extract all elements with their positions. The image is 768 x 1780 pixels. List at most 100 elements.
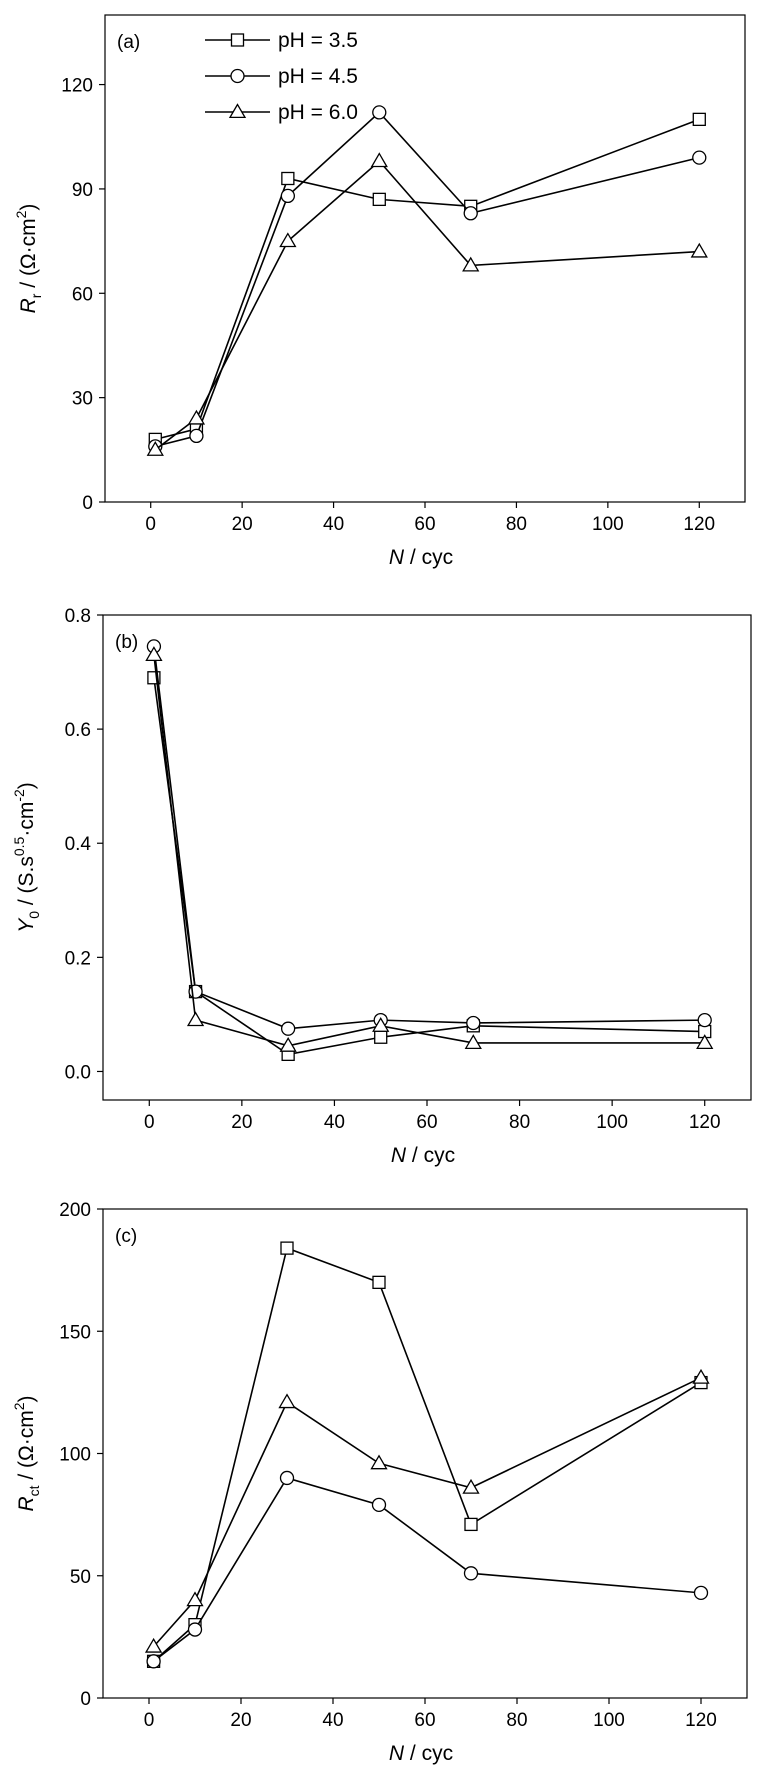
series-triangle bbox=[146, 152, 708, 456]
x-axis-label: N / cyc bbox=[389, 546, 453, 569]
x-tick-label: 120 bbox=[685, 1710, 717, 1731]
series-line bbox=[153, 1477, 702, 1662]
data-point bbox=[462, 1478, 480, 1494]
data-point bbox=[692, 150, 707, 165]
x-tick-label: 80 bbox=[506, 1710, 527, 1731]
y-tick-label: 0.0 bbox=[65, 1062, 91, 1083]
panel-b: 0 20 40 60 80 100 120 0.0 0.2 0.4 0.6 0.8 (b) N / cyc… bbox=[11, 606, 752, 1167]
x-tick-label: 0 bbox=[144, 1710, 155, 1731]
data-point bbox=[279, 1037, 297, 1052]
x-tick-label: 20 bbox=[230, 1710, 251, 1731]
y-axis-label: Y0 / (S.s0.5·cm-2) bbox=[11, 782, 42, 933]
x-tick-label: 120 bbox=[683, 514, 715, 535]
y-tick-label: 60 bbox=[72, 284, 93, 305]
data-point bbox=[146, 441, 164, 456]
series-square bbox=[147, 671, 712, 1062]
series-triangle bbox=[145, 646, 714, 1052]
x-tick-label: 100 bbox=[592, 514, 624, 535]
x-tick-label: 40 bbox=[322, 1710, 343, 1731]
data-point bbox=[186, 1011, 205, 1027]
series-circle bbox=[148, 105, 707, 454]
x-tick-label: 60 bbox=[414, 1710, 435, 1731]
data-point bbox=[187, 409, 206, 425]
x-axis-label: N / cyc bbox=[389, 1742, 453, 1765]
data-point bbox=[374, 1030, 388, 1044]
panel-c: 0 20 40 60 80 100 120 0 50 100 150 200 (c) N / cyc Rct… bbox=[11, 1200, 748, 1765]
panel-label: (a) bbox=[117, 32, 140, 53]
data-point bbox=[372, 192, 386, 207]
x-tick-label: 40 bbox=[323, 514, 344, 535]
legend-label: pH = 3.5 bbox=[278, 29, 358, 52]
data-point bbox=[692, 1368, 710, 1384]
data-point bbox=[463, 1566, 479, 1581]
series-line bbox=[153, 654, 705, 1047]
x-tick-label: 80 bbox=[509, 1112, 530, 1133]
series-line bbox=[155, 118, 700, 441]
x-tick-label: 40 bbox=[324, 1112, 345, 1133]
data-point bbox=[371, 1497, 387, 1512]
y-tick-label: 50 bbox=[70, 1567, 91, 1588]
data-point bbox=[280, 1021, 296, 1036]
data-point bbox=[279, 232, 297, 248]
y-tick-label: 120 bbox=[61, 76, 93, 97]
series-line bbox=[153, 1376, 702, 1648]
data-point bbox=[279, 1470, 295, 1486]
y-tick-label: 150 bbox=[59, 1322, 91, 1343]
series-line bbox=[154, 159, 700, 451]
series-square bbox=[148, 112, 706, 447]
plot-frame bbox=[102, 614, 752, 1101]
x-tick-label: 20 bbox=[231, 1112, 252, 1133]
legend-label: pH = 6.0 bbox=[278, 101, 358, 124]
x-tick-label: 0 bbox=[145, 514, 156, 535]
data-point bbox=[278, 1393, 296, 1409]
data-point bbox=[466, 1015, 481, 1031]
x-tick-label: 60 bbox=[416, 1112, 437, 1133]
data-point bbox=[692, 112, 706, 127]
legend-marker bbox=[230, 33, 245, 47]
y-tick-label: 30 bbox=[72, 389, 93, 410]
series-line bbox=[153, 677, 705, 1056]
series-square bbox=[146, 1241, 708, 1668]
data-point bbox=[464, 1517, 478, 1532]
data-point bbox=[280, 188, 296, 204]
data-point bbox=[697, 1012, 712, 1028]
series-circle bbox=[146, 1470, 709, 1669]
series-line bbox=[155, 111, 700, 448]
panel-label: (c) bbox=[115, 1226, 137, 1247]
data-point bbox=[186, 1591, 204, 1607]
y-axis-label: Rct / (Ω·cm2) bbox=[11, 1395, 42, 1511]
y-tick-label: 0 bbox=[80, 1689, 91, 1710]
x-tick-label: 80 bbox=[506, 514, 527, 535]
legend-marker bbox=[228, 103, 247, 119]
x-tick-label: 120 bbox=[689, 1112, 721, 1133]
data-point bbox=[189, 428, 204, 444]
y-tick-label: 90 bbox=[72, 180, 93, 201]
legend: pH = 3.5 pH = 4.5 pH = 6.0 bbox=[205, 29, 358, 124]
x-tick-label: 0 bbox=[144, 1112, 155, 1133]
x-tick-label: 20 bbox=[232, 514, 253, 535]
y-tick-label: 0.4 bbox=[65, 834, 92, 855]
y-tick-label: 0.2 bbox=[65, 948, 91, 969]
data-point bbox=[372, 105, 387, 120]
data-point bbox=[370, 152, 388, 168]
data-point bbox=[372, 1275, 386, 1289]
data-point bbox=[144, 1637, 163, 1653]
y-tick-label: 200 bbox=[59, 1200, 91, 1221]
x-tick-label: 60 bbox=[414, 514, 435, 535]
series-circle bbox=[146, 639, 712, 1036]
data-point bbox=[281, 171, 295, 186]
data-point bbox=[146, 1654, 161, 1669]
data-point bbox=[145, 646, 163, 661]
legend-marker bbox=[230, 68, 245, 84]
data-point bbox=[372, 1017, 390, 1032]
x-axis-label: N / cyc bbox=[391, 1144, 455, 1167]
data-point bbox=[693, 1585, 709, 1601]
data-point bbox=[696, 1034, 714, 1049]
x-tick-label: 100 bbox=[596, 1112, 628, 1133]
y-axis-label: Rr / (Ω·cm2) bbox=[13, 204, 44, 314]
panel-a: 0 20 40 60 80 100 120 0 30 60 90 120 (a) N / cyc Rr / … bbox=[13, 14, 746, 569]
data-point bbox=[463, 206, 478, 221]
y-tick-label: 0 bbox=[82, 493, 93, 514]
panel-label: (b) bbox=[115, 632, 138, 653]
